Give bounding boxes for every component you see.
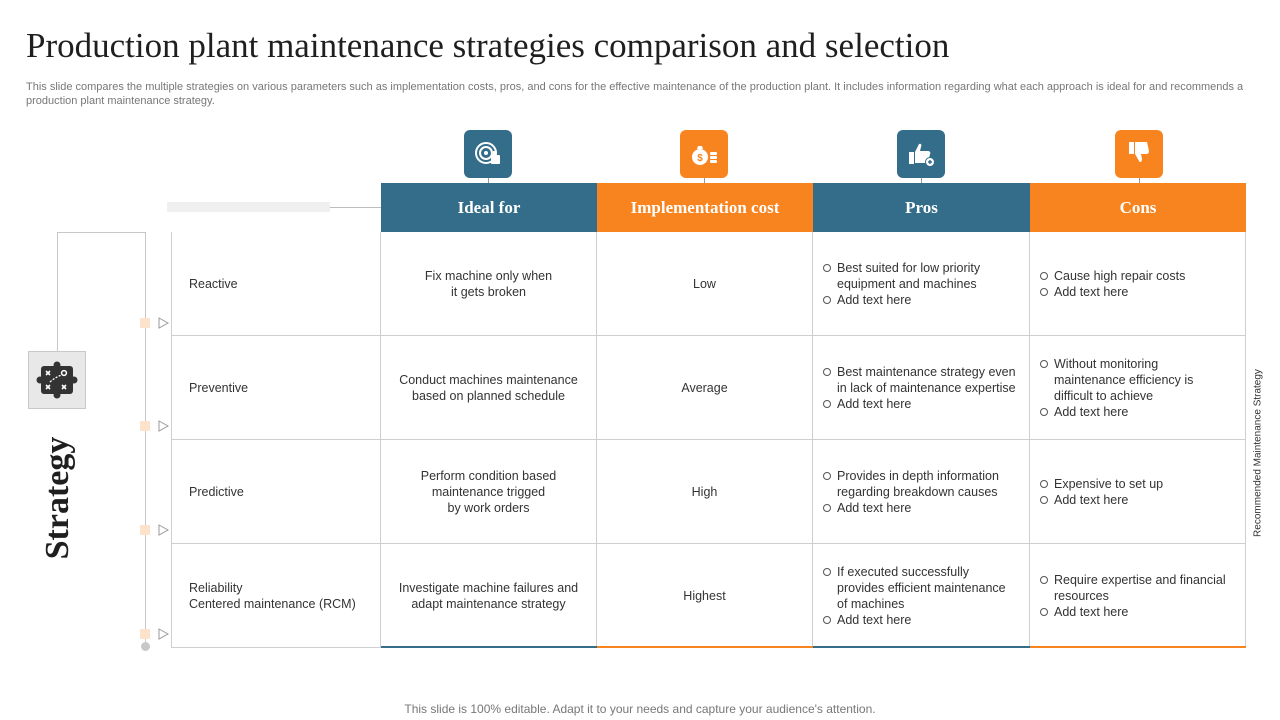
ideal-for-cell: Fix machine only when it gets broken [381, 232, 597, 336]
thumbs-down-icon [1115, 130, 1163, 178]
table-row-strategy: Reliability Centered maintenance (RCM) [171, 544, 381, 648]
strategy-board-icon [36, 361, 78, 399]
row-marker [140, 318, 150, 328]
connector-line [57, 232, 146, 233]
column-bottom-accent [381, 646, 597, 648]
cost-cell: Highest [597, 544, 813, 648]
ideal-for-cell: Investigate machine failures and adapt m… [381, 544, 597, 648]
table-row-strategy: Preventive [171, 336, 381, 440]
column-bottom-accent [597, 646, 813, 648]
cons-cell: Expensive to set up Add text here [1030, 440, 1246, 544]
strategy-name: Preventive [189, 380, 249, 395]
arrow-right-icon [158, 317, 170, 329]
column-bottom-accent [813, 646, 1030, 648]
target-thumbs-up-icon [464, 130, 512, 178]
cost-cell: Low [597, 232, 813, 336]
strategy-name: Reactive [189, 276, 238, 291]
arrow-right-icon [158, 628, 170, 640]
cons-cell: Cause high repair costs Add text here [1030, 232, 1246, 336]
footer-note: This slide is 100% editable. Adapt it to… [404, 702, 876, 716]
timeline-line [145, 232, 146, 646]
cons-cell: Require expertise and financial resource… [1030, 544, 1246, 648]
cost-cell: Average [597, 336, 813, 440]
pros-cell: Best suited for low priority equipment a… [813, 232, 1030, 336]
ideal-for-cell: Conduct machines maintenance based on pl… [381, 336, 597, 440]
column-header-ideal-for: Ideal for [381, 183, 597, 232]
table-row-strategy: Predictive [171, 440, 381, 544]
row-marker [140, 525, 150, 535]
header-placeholder-bar [167, 202, 330, 212]
row-marker [140, 629, 150, 639]
svg-text:$: $ [697, 153, 703, 164]
timeline-end-dot [141, 642, 150, 651]
row-marker [140, 421, 150, 431]
column-header-implementation-cost: Implementation cost [597, 183, 813, 232]
page-subtitle: This slide compares the multiple strateg… [26, 81, 1244, 107]
arrow-right-icon [158, 524, 170, 536]
column-bottom-accent [1030, 646, 1246, 648]
strategy-label: Strategy [39, 436, 76, 560]
connector-line [330, 207, 381, 208]
column-header-pros: Pros [813, 183, 1030, 232]
strategy-icon-box [28, 351, 86, 409]
arrow-right-icon [158, 420, 170, 432]
thumbs-up-icon [897, 130, 945, 178]
strategy-name: Reliability Centered maintenance (RCM) [189, 580, 356, 611]
column-header-cons: Cons [1030, 183, 1246, 232]
money-bag-coins-icon: $ [680, 130, 728, 178]
pros-cell: Provides in depth information regarding … [813, 440, 1030, 544]
pros-cell: Best maintenance strategy even in lack o… [813, 336, 1030, 440]
pros-cell: If executed successfully provides effici… [813, 544, 1030, 648]
page-title: Production plant maintenance strategies … [26, 26, 950, 65]
strategy-name: Predictive [189, 484, 244, 499]
cost-cell: High [597, 440, 813, 544]
recommended-strategy-label: Recommended Maintenance Strategy [1252, 369, 1264, 537]
table-row-strategy: Reactive [171, 232, 381, 336]
ideal-for-cell: Perform condition based maintenance trig… [381, 440, 597, 544]
connector-line [57, 232, 58, 352]
cons-cell: Without monitoring maintenance efficienc… [1030, 336, 1246, 440]
